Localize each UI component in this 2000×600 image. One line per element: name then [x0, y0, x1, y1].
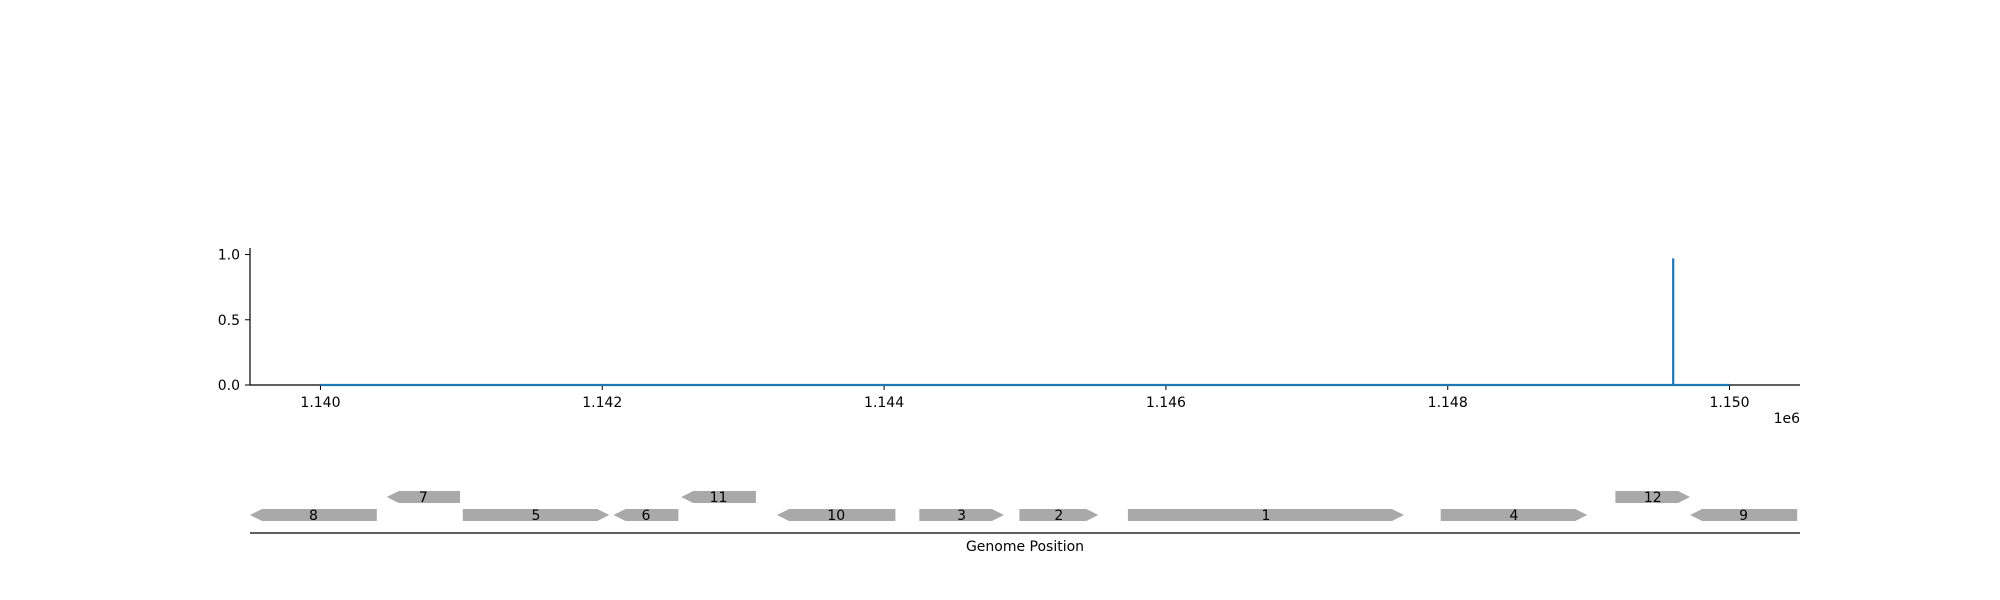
gene-arrow [1615, 491, 1691, 503]
x-offset-label: 1e6 [1774, 411, 1801, 427]
gene-label: 4 [1510, 508, 1519, 524]
gene-track: 8 7 5 6 11 10 3 2 1 4 12 9 Genome Position [250, 490, 1800, 555]
gene-label: 5 [532, 508, 541, 524]
gene-arrow [777, 509, 896, 521]
gene-label: 9 [1739, 508, 1748, 524]
x-tick-label: 1.144 [864, 395, 904, 411]
y-tick-label: 0.5 [218, 313, 240, 329]
x-tick-label: 1.140 [300, 395, 340, 411]
gene-label: 8 [309, 508, 318, 524]
gene-label: 11 [710, 490, 728, 506]
gene-arrow [1019, 509, 1099, 521]
gene-label: 3 [957, 508, 966, 524]
y-tick-label: 0.0 [218, 378, 240, 394]
gene-track-xlabel: Genome Position [966, 539, 1084, 555]
gene-arrow [462, 509, 610, 521]
y-tick-label: 1.0 [218, 248, 240, 264]
gene-label: 7 [419, 490, 428, 506]
series-layer [320, 258, 1730, 387]
gene-label: 1 [1262, 508, 1271, 524]
gene-arrow [919, 509, 1004, 521]
gene-label: 6 [642, 508, 651, 524]
gene-arrow [613, 509, 679, 521]
gene-arrow [250, 509, 377, 521]
x-tick-label: 1.146 [1146, 395, 1186, 411]
x-tick-label: 1.142 [582, 395, 622, 411]
coverage-series-line [320, 258, 1730, 387]
gene-arrow [1440, 509, 1588, 521]
x-tick-label: 1.148 [1428, 395, 1468, 411]
gene-label: 10 [827, 508, 845, 524]
x-tick-label: 1.150 [1709, 395, 1749, 411]
x-ticks: 1.140 1.142 1.144 1.146 1.148 1.150 [300, 385, 1750, 411]
genes-layer: 8 7 5 6 11 10 3 2 1 4 12 9 [250, 490, 1798, 524]
coverage-plot: 0.0 0.5 1.0 1.140 1.142 1.144 1.146 1.148 1.150… [218, 248, 1800, 427]
gene-label: 12 [1644, 490, 1662, 506]
y-ticks: 0.0 0.5 1.0 [218, 248, 250, 394]
gene-arrow [681, 491, 756, 503]
gene-arrow [386, 491, 460, 503]
gene-label: 2 [1054, 508, 1063, 524]
gene-arrow [1690, 509, 1798, 521]
gene-arrow [1127, 509, 1404, 521]
